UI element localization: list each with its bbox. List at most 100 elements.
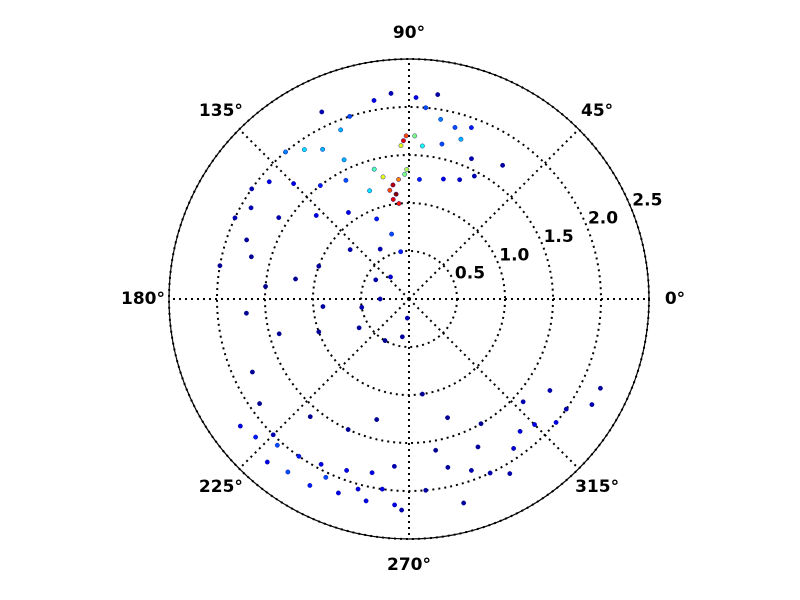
point — [248, 205, 254, 211]
point — [355, 486, 361, 492]
point — [248, 254, 254, 260]
point — [478, 421, 484, 427]
theta-tick-label: 315° — [575, 477, 619, 497]
theta-tick-label: 180° — [121, 289, 165, 309]
point — [253, 434, 259, 440]
point — [402, 171, 408, 177]
point — [423, 105, 429, 111]
point — [388, 274, 393, 280]
point — [458, 136, 464, 142]
point — [403, 133, 409, 139]
point — [374, 216, 380, 222]
point — [270, 432, 276, 438]
point — [263, 284, 268, 289]
point — [249, 369, 255, 375]
point — [317, 183, 323, 188]
point — [293, 276, 298, 282]
point — [500, 162, 506, 168]
point — [380, 174, 386, 180]
point — [532, 422, 537, 427]
point — [249, 186, 255, 192]
point — [438, 116, 444, 122]
point — [475, 444, 481, 450]
point — [373, 277, 379, 283]
point — [547, 388, 553, 393]
point — [390, 197, 396, 202]
point — [374, 417, 380, 422]
point — [363, 498, 369, 504]
r-tick-label: 2.5 — [632, 190, 662, 210]
point — [285, 469, 291, 475]
point — [398, 143, 404, 149]
point — [320, 304, 326, 309]
point — [445, 415, 450, 421]
point — [435, 92, 441, 98]
theta-tick-label: 90° — [393, 23, 425, 43]
point — [237, 423, 243, 429]
point — [440, 176, 446, 182]
point — [461, 500, 467, 506]
point — [244, 237, 250, 243]
point — [445, 464, 451, 470]
point — [423, 487, 429, 493]
theta-tick-label: 270° — [387, 555, 431, 575]
point — [390, 182, 396, 188]
point — [439, 141, 445, 147]
point — [399, 507, 405, 513]
point — [419, 143, 425, 149]
point — [399, 334, 405, 340]
point — [413, 95, 419, 100]
point — [316, 263, 322, 269]
point — [452, 125, 458, 130]
point — [391, 463, 397, 469]
point — [393, 191, 399, 197]
point — [377, 296, 383, 302]
point — [296, 453, 302, 459]
point — [276, 215, 282, 221]
point — [301, 147, 307, 152]
point — [319, 109, 325, 115]
point — [276, 331, 282, 337]
point — [412, 133, 418, 139]
point — [419, 391, 425, 397]
point — [244, 310, 249, 316]
point — [367, 188, 372, 194]
point — [338, 127, 344, 133]
point — [316, 329, 322, 335]
point — [345, 427, 351, 432]
point — [291, 181, 297, 187]
point — [347, 113, 353, 119]
point — [517, 428, 523, 434]
point — [307, 414, 313, 420]
point — [347, 247, 353, 253]
point — [457, 177, 463, 183]
theta-tick-label: 45° — [581, 101, 613, 121]
grid-spoke — [238, 298, 410, 470]
point — [487, 470, 493, 476]
point — [264, 459, 270, 465]
point — [257, 401, 262, 407]
point — [520, 399, 526, 405]
point — [389, 231, 395, 237]
point — [217, 263, 223, 269]
point — [307, 483, 313, 488]
point — [232, 215, 238, 221]
point — [266, 179, 272, 185]
theta-tick-label: 135° — [199, 101, 243, 121]
point — [417, 177, 422, 182]
point — [396, 201, 402, 206]
point — [320, 146, 325, 152]
grid-spoke — [408, 298, 580, 470]
r-tick-label: 0.5 — [455, 264, 485, 284]
point — [343, 177, 349, 183]
point — [313, 213, 319, 218]
point — [511, 446, 517, 451]
point — [341, 157, 347, 163]
grid-spoke — [238, 128, 410, 300]
point — [468, 467, 474, 473]
point — [371, 98, 377, 103]
point — [471, 173, 477, 179]
point — [318, 461, 324, 467]
point — [382, 338, 388, 343]
point — [563, 406, 569, 412]
